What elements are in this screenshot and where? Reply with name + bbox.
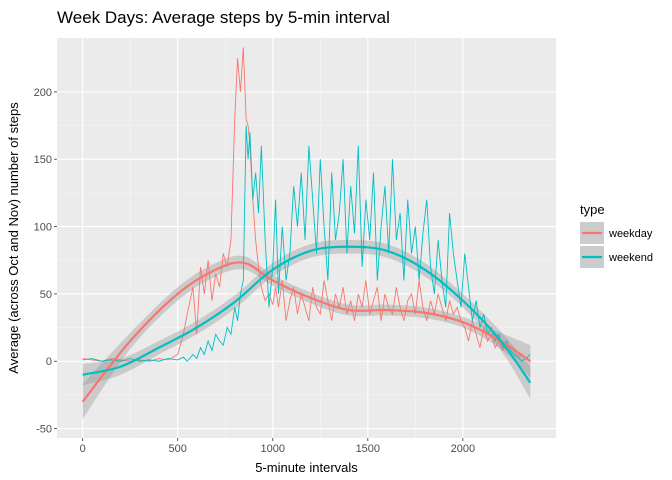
- y-tick-label: 0: [46, 356, 52, 368]
- smooth-lines: [81, 245, 532, 403]
- legend-label-weekend: weekend: [608, 252, 653, 264]
- y-tick-label: 150: [34, 154, 52, 166]
- chart-title: Week Days: Average steps by 5-min interv…: [57, 8, 390, 27]
- y-tick-label: 50: [40, 289, 52, 301]
- series-line-weekday: [82, 47, 531, 362]
- y-axis-label: Average (across Oct and Nov) number of s…: [6, 102, 21, 374]
- smooth-line-weekday: [81, 261, 531, 403]
- y-tick-label: -50: [36, 424, 52, 436]
- y-tick-label: 100: [34, 222, 52, 234]
- series-lines: [82, 47, 531, 362]
- x-tick-label: 2000: [451, 443, 475, 455]
- x-tick-label: 1500: [356, 443, 380, 455]
- y-tick-label: 200: [34, 87, 52, 99]
- series-line-weekend: [82, 125, 531, 362]
- smooth-line-weekend: [82, 245, 532, 384]
- grid: [57, 38, 556, 438]
- legend: type weekday weekend: [580, 202, 653, 268]
- axes: 0 500 1000 1500 2000 -50 0 50 100 150 200: [34, 87, 475, 455]
- legend-title: type: [580, 202, 605, 217]
- x-tick-label: 0: [80, 443, 86, 455]
- x-tick-label: 1000: [261, 443, 285, 455]
- plot-panel: [57, 38, 556, 438]
- legend-label-weekday: weekday: [608, 228, 653, 240]
- x-axis-label: 5-minute intervals: [255, 460, 358, 475]
- x-tick-label: 500: [169, 443, 187, 455]
